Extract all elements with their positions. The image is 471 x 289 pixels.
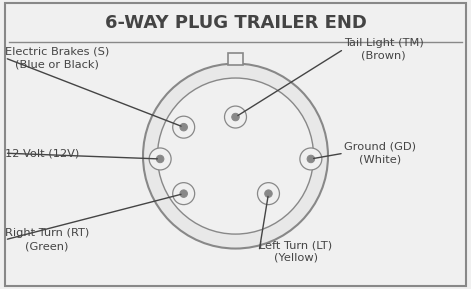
Text: Right Turn (RT)
(Green): Right Turn (RT) (Green) [5, 229, 89, 251]
Text: 6-WAY PLUG TRAILER END: 6-WAY PLUG TRAILER END [105, 14, 366, 32]
Text: Tail Light (TM)
(Brown): Tail Light (TM) (Brown) [344, 38, 423, 60]
Text: 12 Volt (12V): 12 Volt (12V) [5, 148, 79, 158]
Ellipse shape [232, 113, 239, 121]
Ellipse shape [300, 148, 322, 170]
Text: Left Turn (LT)
(Yellow): Left Turn (LT) (Yellow) [259, 240, 332, 263]
Ellipse shape [258, 183, 279, 205]
Ellipse shape [180, 123, 187, 131]
Ellipse shape [225, 106, 246, 128]
Ellipse shape [157, 78, 314, 234]
Ellipse shape [180, 190, 187, 197]
Ellipse shape [143, 64, 328, 249]
Ellipse shape [173, 183, 195, 205]
Ellipse shape [173, 116, 195, 138]
Ellipse shape [265, 190, 272, 197]
Text: Electric Brakes (S)
(Blue or Black): Electric Brakes (S) (Blue or Black) [5, 47, 109, 69]
Text: Ground (GD)
(White): Ground (GD) (White) [344, 142, 416, 164]
Ellipse shape [149, 148, 171, 170]
Ellipse shape [307, 155, 315, 163]
Bar [227, 53, 244, 65]
Ellipse shape [156, 155, 164, 163]
